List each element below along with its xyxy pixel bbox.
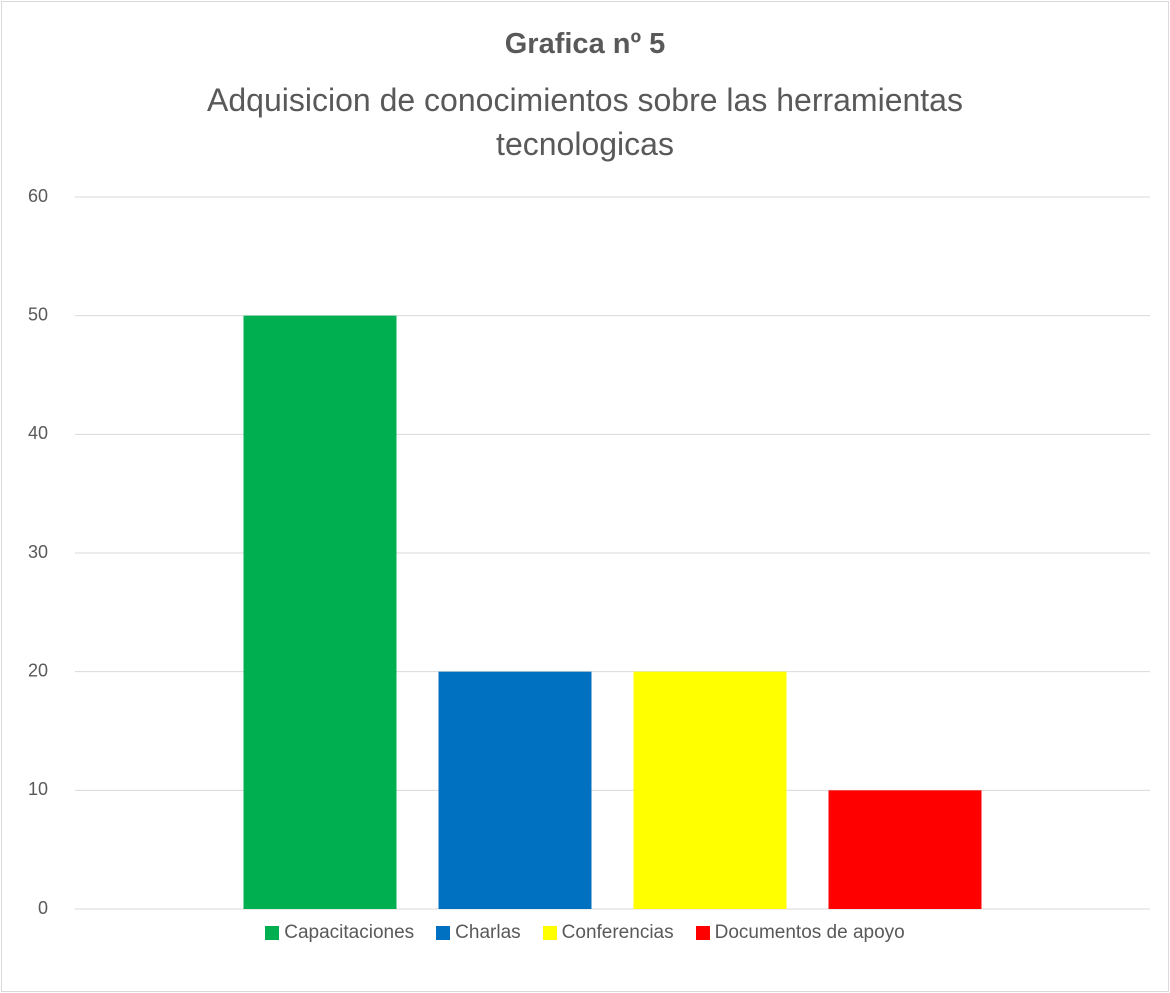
legend-label: Conferencias xyxy=(561,922,674,943)
y-tick-label: 50 xyxy=(28,304,48,324)
chart-subtitle: Adquisicion de conocimientos sobre las h… xyxy=(207,82,963,162)
legend-item: Documentos de apoyo xyxy=(695,922,905,944)
bar xyxy=(243,315,397,910)
y-tick-label: 0 xyxy=(38,898,48,918)
bar xyxy=(633,671,787,909)
legend-label: Charlas xyxy=(455,922,521,943)
y-tick-label: 20 xyxy=(28,660,48,680)
y-tick-label: 30 xyxy=(28,542,48,562)
legend-swatch xyxy=(542,926,557,940)
y-tick-label: 40 xyxy=(28,423,48,443)
chart-title: Grafica nº 5 xyxy=(504,28,666,60)
bar xyxy=(438,671,592,909)
legend-item: Charlas xyxy=(436,922,521,944)
legend: Capacitaciones Charlas Conferencias Documen… xyxy=(0,922,1170,944)
legend-swatch xyxy=(265,926,280,940)
y-tick-label: 10 xyxy=(28,779,48,799)
legend-item: Conferencias xyxy=(542,922,674,944)
legend-swatch xyxy=(436,926,451,940)
legend-swatch xyxy=(695,926,710,940)
legend-label: Documentos de apoyo xyxy=(714,922,905,943)
y-tick-label: 60 xyxy=(28,186,48,206)
legend-label: Capacitaciones xyxy=(284,922,415,943)
bar xyxy=(828,790,982,909)
legend-item: Capacitaciones xyxy=(265,922,414,944)
